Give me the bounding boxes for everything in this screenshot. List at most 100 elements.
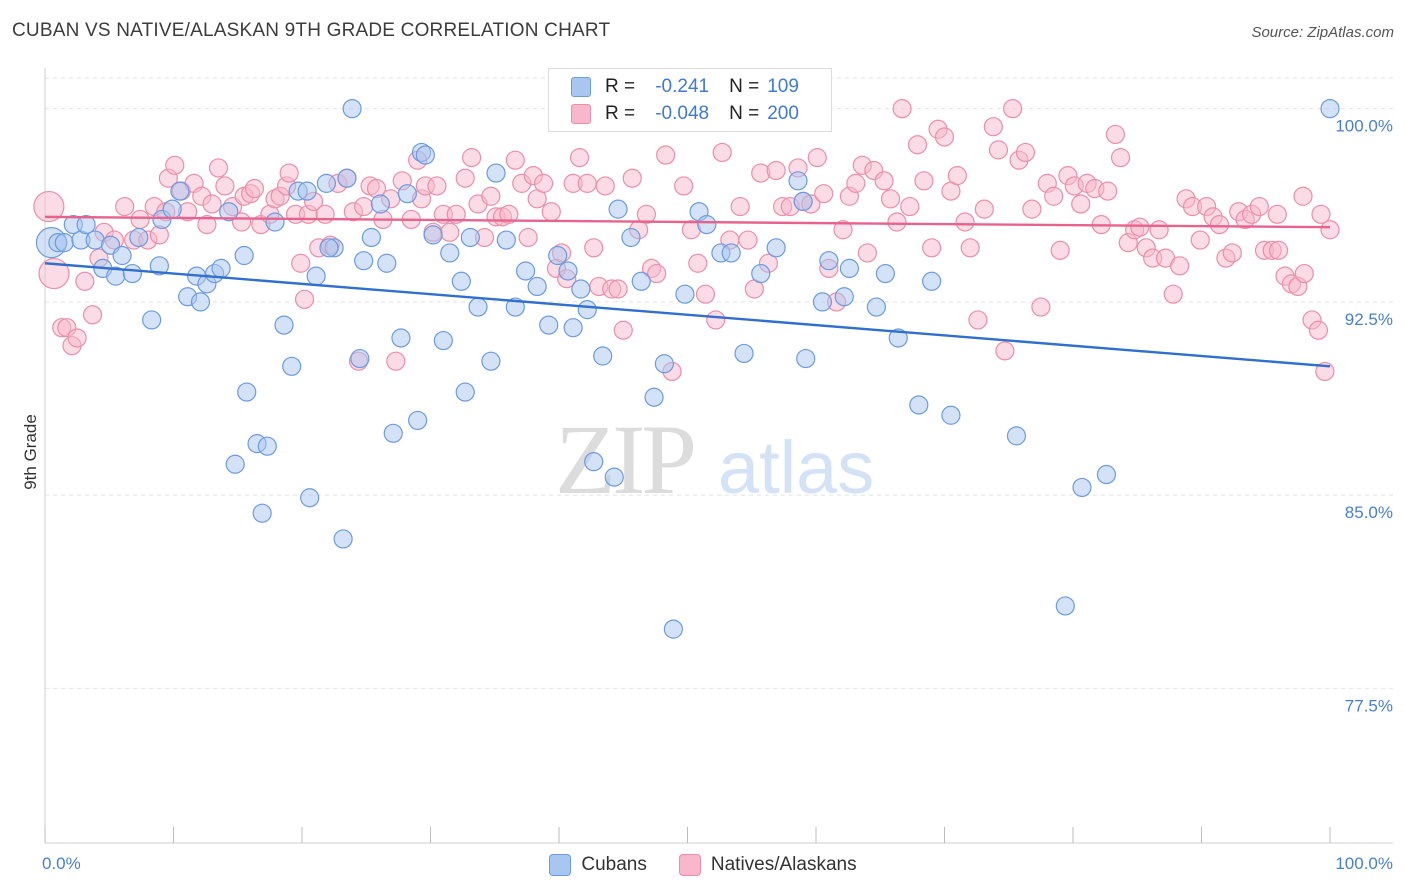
cubans-point (415, 145, 435, 165)
cubans-point (342, 99, 362, 119)
cubans-point (1320, 99, 1340, 119)
natives-point (1044, 186, 1064, 206)
cubans-point (888, 328, 908, 348)
natives-point (584, 238, 604, 258)
cubans-point (608, 199, 628, 219)
natives-point (914, 171, 934, 191)
cubans-point (354, 251, 374, 271)
cubans-point (319, 238, 339, 258)
natives-point (880, 189, 901, 209)
cubans-point (1055, 596, 1075, 616)
cubans-point (377, 253, 397, 273)
cubans-point (793, 191, 813, 212)
natives-point (968, 310, 988, 330)
natives-point (505, 150, 525, 170)
cubans-point (496, 230, 516, 250)
natives-point (1222, 243, 1242, 263)
legend-n-value: 200 (767, 103, 799, 124)
natives-point (1050, 240, 1070, 260)
cubans-point (142, 310, 162, 330)
cubans-point (423, 225, 443, 245)
natives-point (202, 194, 222, 214)
natives-point (712, 142, 732, 163)
stats-legend: R = -0.241 N = 109 R = -0.048 N = 200 (548, 68, 832, 132)
cubans-point (663, 619, 683, 639)
cubans-point (675, 284, 695, 304)
cubans-point (76, 215, 96, 235)
legend-row-cubans: R = -0.241 N = 109 (571, 75, 819, 99)
cubans-point (122, 263, 142, 284)
natives-point (533, 173, 554, 193)
legend-r-value: -0.241 (655, 76, 710, 97)
natives-point (244, 178, 265, 199)
cubans-point (440, 243, 460, 263)
cubans-point (875, 263, 895, 284)
series-cubans (35, 99, 1340, 639)
natives-point (279, 163, 299, 183)
natives-point (455, 168, 475, 188)
cubans-point (922, 271, 942, 291)
cubans-point (370, 194, 390, 214)
legend-swatch-cubans (549, 854, 572, 876)
cubans-point (584, 452, 604, 472)
natives-point (82, 305, 103, 325)
natives-point (1249, 196, 1269, 217)
natives-point (738, 230, 758, 250)
cubans-point (237, 382, 257, 402)
source-note: Source: ZipAtlas.com (1251, 24, 1394, 41)
natives-point (846, 173, 866, 193)
natives-point (1105, 124, 1126, 145)
cubans-point (766, 238, 786, 258)
cubans-point (751, 263, 771, 284)
cubans-point (697, 215, 717, 235)
cubans-point (505, 297, 525, 317)
cubans-trend-line (44, 262, 1331, 368)
natives-point (1163, 284, 1183, 304)
natives-point (947, 166, 967, 186)
series-natives-alaskans (33, 99, 1340, 382)
trend-lines (44, 215, 1331, 368)
legend-swatch-natives (678, 854, 701, 876)
natives-point (294, 289, 315, 309)
natives-point (922, 238, 942, 258)
natives-trend-line (44, 215, 1331, 229)
y-tick-label: 100.0% (1335, 117, 1393, 136)
cubans-point (839, 258, 860, 279)
natives-point (892, 99, 912, 119)
natives-point (814, 184, 834, 204)
legend-r-label: R = (605, 76, 636, 97)
cubans-point (1096, 464, 1117, 485)
cubans-point (1006, 426, 1027, 446)
natives-point (518, 227, 538, 248)
cubans-point (316, 173, 337, 193)
natives-point (1149, 220, 1169, 240)
cubans-point (170, 181, 190, 201)
cubans-point (577, 300, 597, 320)
cubans-point (333, 529, 353, 549)
natives-point (1031, 297, 1051, 317)
cubans-point (361, 227, 381, 248)
natives-point (730, 196, 750, 217)
legend-item-cubans[interactable]: Cubans (549, 854, 647, 876)
cubans-point (211, 258, 231, 279)
cubans-point (460, 227, 480, 248)
cubans-point (234, 245, 254, 266)
y-axis-label: 9th Grade (21, 414, 40, 490)
natives-point (983, 117, 1003, 137)
cubans-point (721, 243, 741, 263)
cubans-point (257, 436, 277, 456)
natives-point (636, 204, 656, 224)
cubans-point (563, 318, 583, 338)
natives-point (900, 196, 920, 217)
natives-point (440, 222, 460, 242)
cubans-point (350, 348, 370, 369)
legend-r-value: -0.048 (655, 103, 710, 124)
natives-point (613, 320, 633, 340)
legend-item-natives[interactable]: Natives/Alaskans (678, 854, 857, 876)
natives-point (1170, 256, 1190, 276)
cubans-point (149, 256, 169, 276)
natives-point (807, 148, 827, 168)
natives-point (647, 263, 667, 284)
natives-point (291, 253, 311, 273)
tick-labels: 100.0% 92.5% 85.0% 77.5% (1335, 117, 1393, 716)
